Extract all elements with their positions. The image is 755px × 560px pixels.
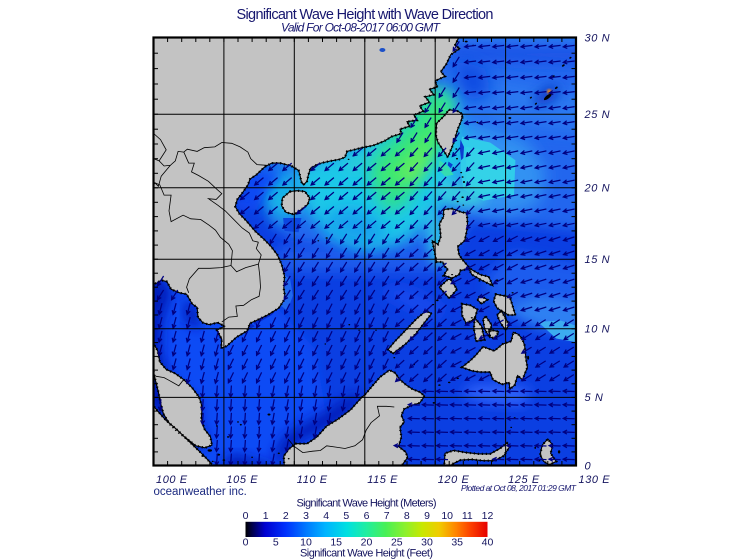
svg-text:10 N: 10 N xyxy=(585,324,611,336)
svg-text:5: 5 xyxy=(273,537,279,549)
svg-text:1: 1 xyxy=(263,510,269,522)
svg-text:6: 6 xyxy=(364,510,370,522)
svg-text:105 E: 105 E xyxy=(226,474,258,486)
svg-text:10: 10 xyxy=(441,510,453,522)
svg-text:0: 0 xyxy=(243,510,249,522)
svg-text:15: 15 xyxy=(330,537,342,549)
svg-text:35: 35 xyxy=(451,537,463,549)
svg-text:4: 4 xyxy=(323,510,329,522)
svg-text:12: 12 xyxy=(482,510,494,522)
svg-text:110 E: 110 E xyxy=(297,474,328,486)
svg-text:125 E: 125 E xyxy=(508,474,540,486)
svg-text:40: 40 xyxy=(482,537,494,549)
svg-text:30 N: 30 N xyxy=(585,32,611,44)
svg-text:5: 5 xyxy=(343,510,349,522)
svg-text:5 N: 5 N xyxy=(585,392,604,404)
svg-text:Significant Wave Height with W: Significant Wave Height with Wave Direct… xyxy=(237,7,494,23)
svg-text:10: 10 xyxy=(300,537,312,549)
svg-text:0: 0 xyxy=(243,537,249,549)
svg-text:2: 2 xyxy=(283,510,289,522)
svg-text:Valid For Oct-08-2017 06:00 GM: Valid For Oct-08-2017 06:00 GMT xyxy=(281,21,442,35)
svg-text:15 N: 15 N xyxy=(585,254,611,266)
svg-text:30: 30 xyxy=(421,537,433,549)
svg-text:8: 8 xyxy=(404,510,410,522)
svg-text:oceanweather inc.: oceanweather inc. xyxy=(154,486,247,498)
svg-text:Significant Wave Height (Meter: Significant Wave Height (Meters) xyxy=(297,498,437,510)
svg-text:3: 3 xyxy=(303,510,309,522)
svg-text:7: 7 xyxy=(384,510,390,522)
svg-text:25: 25 xyxy=(391,537,403,549)
svg-text:100 E: 100 E xyxy=(156,474,188,486)
svg-text:11: 11 xyxy=(462,510,473,522)
svg-text:0: 0 xyxy=(585,460,592,472)
svg-text:9: 9 xyxy=(424,510,430,522)
svg-text:115 E: 115 E xyxy=(367,474,398,486)
svg-text:130 E: 130 E xyxy=(579,474,611,486)
svg-text:120 E: 120 E xyxy=(438,474,470,486)
svg-text:Significant Wave Height (Feet): Significant Wave Height (Feet) xyxy=(300,548,433,560)
svg-text:25 N: 25 N xyxy=(584,109,611,121)
svg-text:Plotted at Oct 08, 2017 01:29: Plotted at Oct 08, 2017 01:29 GMT xyxy=(461,483,577,493)
svg-text:20 N: 20 N xyxy=(584,183,611,195)
svg-text:20: 20 xyxy=(361,537,373,549)
